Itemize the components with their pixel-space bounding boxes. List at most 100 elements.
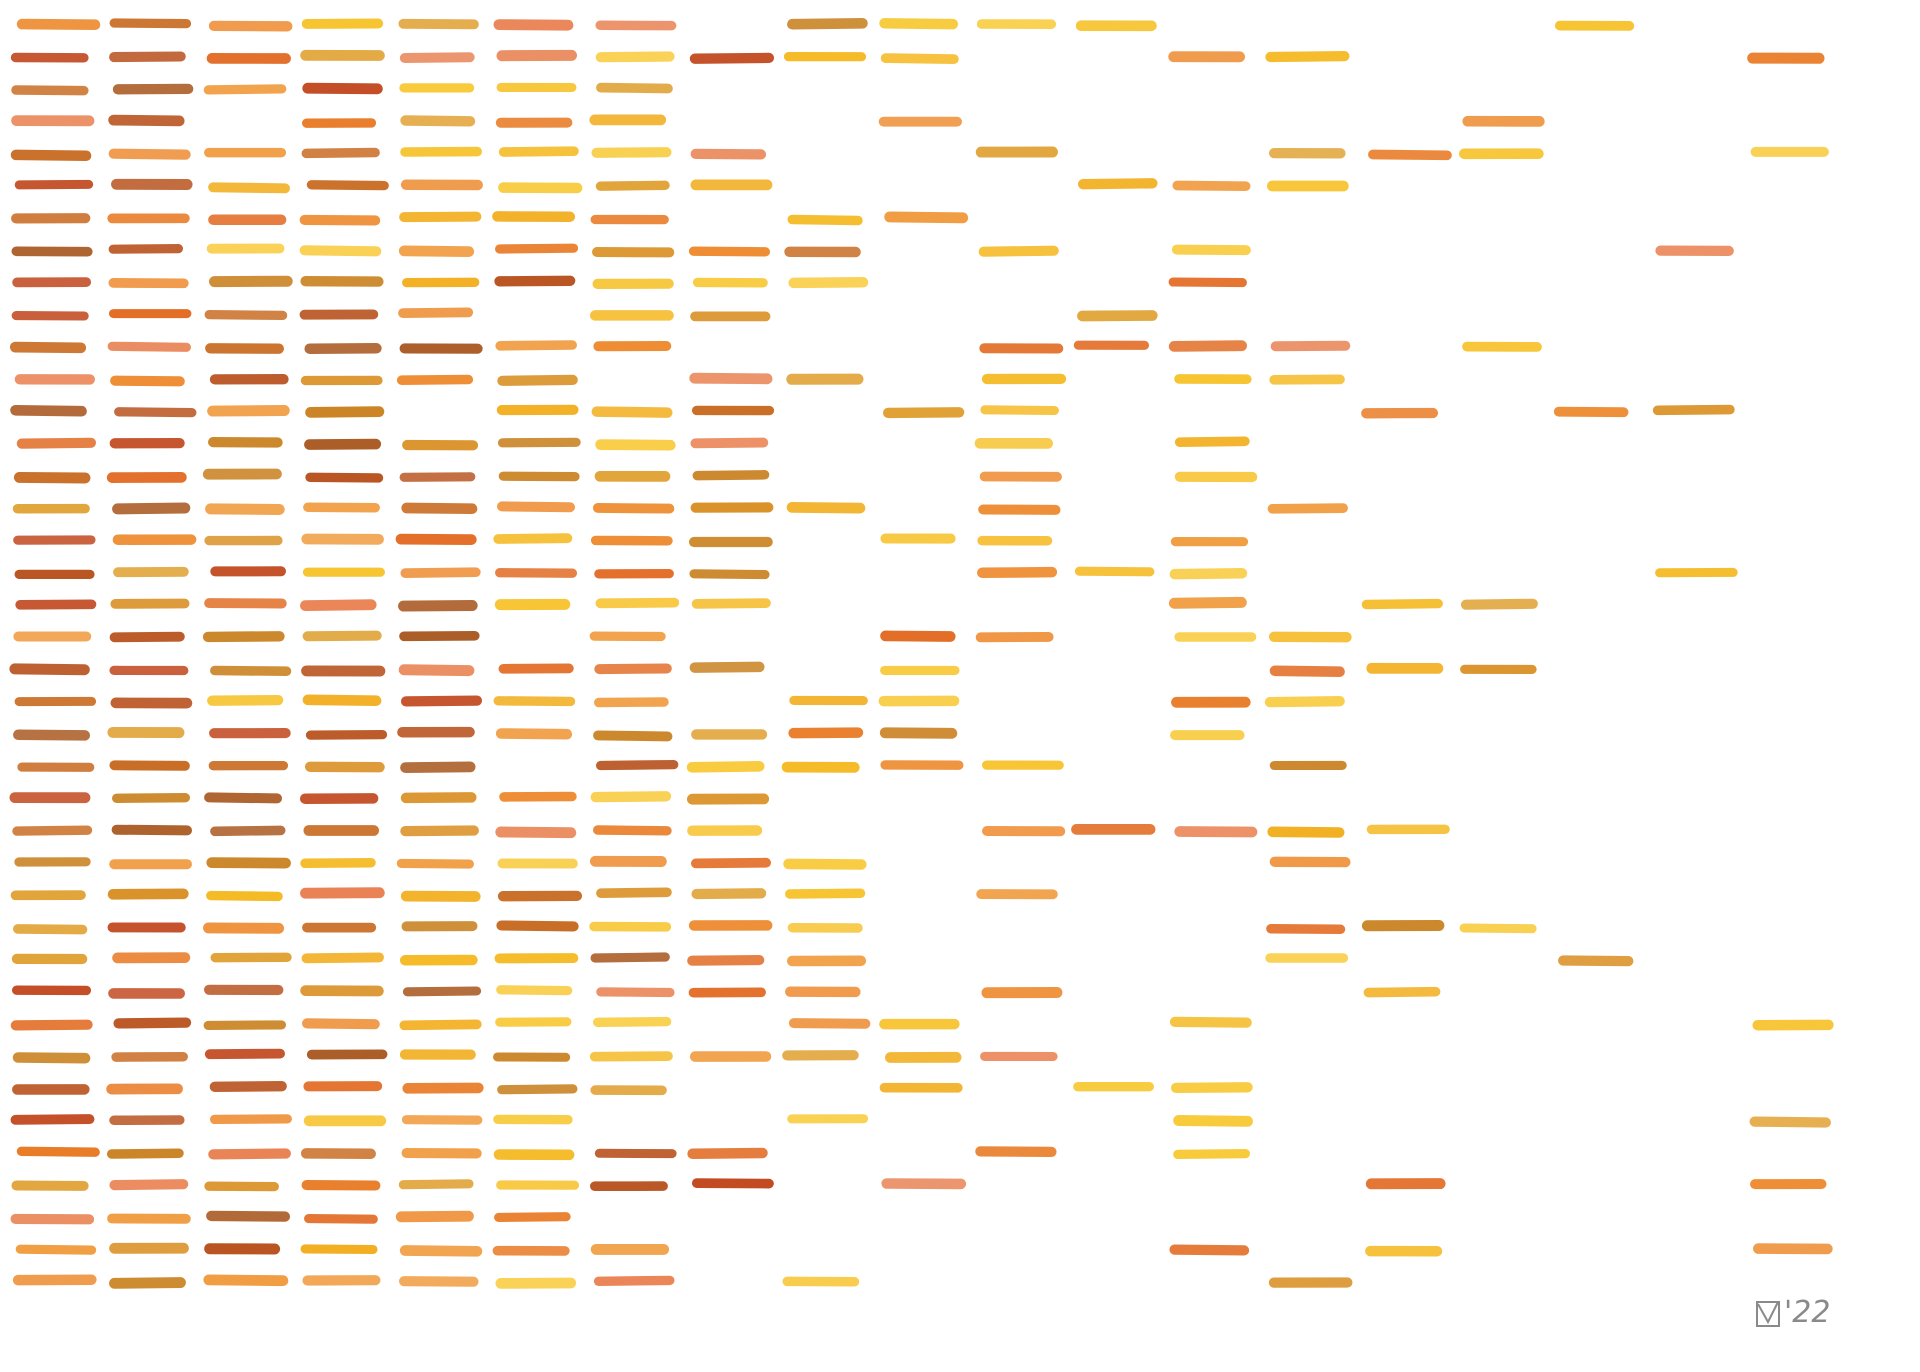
dash (690, 148, 767, 160)
dash (788, 277, 869, 289)
dash (16, 1146, 100, 1157)
dash (1267, 503, 1348, 514)
dash (495, 826, 577, 839)
dash (16, 437, 97, 449)
dash (203, 84, 287, 95)
dash (305, 406, 385, 418)
dash (206, 890, 283, 902)
dash (498, 146, 579, 157)
dash (783, 858, 867, 870)
dash (691, 1178, 774, 1189)
dash (786, 502, 866, 514)
dash (16, 18, 101, 31)
dash (689, 372, 773, 385)
dash (690, 437, 769, 449)
dash (112, 502, 191, 515)
dash (108, 148, 191, 160)
dash (204, 792, 282, 804)
dash (1460, 598, 1538, 610)
dash (9, 663, 90, 676)
dash (400, 567, 481, 578)
monogram (1756, 1301, 1780, 1327)
dash (107, 888, 189, 900)
dash (109, 631, 185, 643)
dash (497, 501, 575, 513)
dash (399, 1019, 482, 1031)
dash (114, 407, 197, 418)
dash (306, 180, 389, 191)
dash (787, 17, 868, 30)
dash (400, 761, 476, 773)
dash (1264, 696, 1345, 708)
dash (596, 82, 673, 94)
dash (305, 472, 384, 483)
dash (304, 1214, 378, 1224)
dash (302, 1018, 380, 1030)
dash (596, 987, 675, 998)
dash (398, 1179, 474, 1190)
dash (398, 18, 479, 30)
dash (111, 793, 191, 803)
dash (496, 985, 573, 996)
dash (787, 214, 863, 226)
dash (108, 114, 185, 127)
dash (688, 246, 770, 257)
dash (1652, 404, 1735, 416)
dash (879, 727, 958, 739)
dash (1170, 1082, 1253, 1094)
dash (595, 439, 676, 451)
dash (1558, 955, 1634, 967)
dash (1168, 596, 1247, 609)
dash (497, 374, 578, 386)
dash (302, 630, 382, 642)
dash (204, 1048, 286, 1060)
dash (1174, 826, 1258, 838)
dash (14, 179, 94, 190)
dash (400, 695, 483, 707)
dash (301, 952, 384, 964)
dash (395, 533, 477, 545)
dash (591, 147, 672, 158)
dash (202, 631, 285, 643)
dash (399, 52, 475, 63)
dash (497, 437, 581, 448)
dash (497, 1084, 578, 1095)
dash (687, 955, 765, 966)
dash (12, 825, 93, 836)
dash (1169, 567, 1248, 580)
dash (396, 858, 474, 869)
dash (1169, 1016, 1252, 1028)
dash (1173, 1148, 1251, 1160)
dash (207, 405, 290, 417)
dash (1168, 277, 1247, 288)
dash (107, 341, 191, 352)
dash (108, 244, 183, 254)
dash (1168, 340, 1247, 352)
dash (205, 503, 285, 515)
dash (593, 1016, 672, 1027)
dash (879, 18, 959, 30)
dash (209, 1114, 292, 1125)
dash (402, 986, 482, 997)
dash (204, 309, 288, 321)
dash (395, 1210, 474, 1223)
dash (788, 1018, 871, 1029)
dash (595, 759, 679, 771)
dash (593, 730, 673, 742)
dash (689, 661, 765, 673)
dash (206, 857, 291, 869)
dash (209, 1080, 287, 1093)
dash (299, 214, 381, 226)
dash (208, 1148, 291, 1160)
dash (1459, 923, 1537, 934)
dash (596, 887, 672, 899)
dash (208, 182, 290, 194)
dash (1270, 340, 1351, 352)
dash-field (9, 17, 1834, 1289)
dash (10, 1114, 95, 1125)
dash (1265, 50, 1350, 63)
dash (12, 924, 88, 935)
dash (1266, 924, 1346, 935)
